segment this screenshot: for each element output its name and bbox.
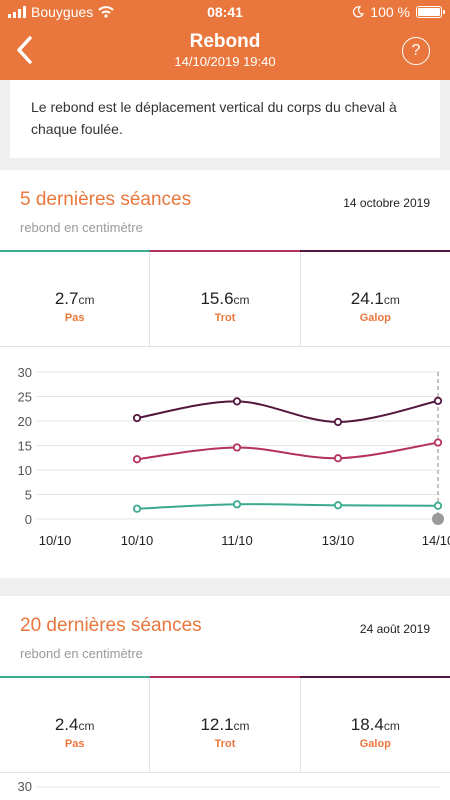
- data-point: [132, 413, 142, 423]
- x-tick-label: 13/10: [322, 533, 355, 548]
- data-point: [333, 454, 343, 463]
- y-tick-label: 5: [25, 488, 32, 503]
- color-divider: [0, 250, 450, 252]
- help-button[interactable]: ?: [402, 37, 430, 65]
- page-title: Rebond: [189, 31, 261, 52]
- y-tick-label: 10: [18, 463, 32, 478]
- signal-icon: [8, 6, 26, 18]
- data-point: [433, 438, 443, 447]
- x-tick-label: 14/10: [422, 533, 450, 548]
- stat-unit: cm: [233, 719, 250, 733]
- x-tick-label: 10/10: [121, 533, 154, 548]
- moon-icon: [353, 6, 365, 18]
- y-tick-label: 30: [18, 365, 32, 380]
- rebond-chart[interactable]: 0 5 10 15 20 25 30 10/10 10/10 11/10 13/10 14/10: [0, 347, 450, 562]
- data-point: [232, 443, 242, 452]
- status-time: 08:41: [207, 4, 243, 20]
- section-title: 5 dernières séances: [20, 189, 192, 210]
- y-tick-label: 15: [18, 439, 32, 454]
- data-point: [433, 396, 443, 406]
- wifi-icon: [98, 6, 114, 18]
- data-point: [333, 501, 343, 510]
- data-point: [132, 504, 142, 513]
- section-last-20: 20 dernières séances rebond en centimètr…: [0, 596, 450, 800]
- stats-row: 2.7cm Pas 15.6cm Trot 24.1cm Galop: [0, 252, 450, 347]
- section-subtitle: rebond en centimètre: [20, 220, 143, 235]
- stat-unit: cm: [78, 293, 95, 307]
- carrier-label: Bouygues: [31, 4, 94, 20]
- section-last-5: 5 dernières séances rebond en centimètre…: [0, 170, 450, 578]
- selection-handle: [432, 513, 444, 525]
- data-point: [232, 397, 242, 406]
- stat-value: 2.4: [54, 715, 79, 734]
- y-tick-label: 0: [25, 512, 32, 527]
- y-tick-label: 25: [18, 390, 32, 405]
- stat-label: Pas: [64, 312, 85, 324]
- stat-value: 2.7: [54, 289, 79, 308]
- description-card: Le rebond est le déplacement vertical du…: [10, 80, 440, 158]
- data-point: [333, 417, 343, 427]
- data-point: [232, 500, 242, 509]
- data-point: [433, 501, 443, 510]
- back-chevron-icon[interactable]: [10, 32, 40, 68]
- x-tick-label: 11/10: [221, 533, 253, 548]
- section-date: 14 octobre 2019: [343, 196, 430, 210]
- stat-label: Trot: [214, 312, 236, 324]
- data-point: [132, 455, 142, 464]
- stat-unit: cm: [233, 293, 250, 307]
- section-title: 20 dernières séances: [20, 615, 202, 636]
- stat-label: Trot: [214, 738, 236, 750]
- series-line-galop: [136, 399, 439, 423]
- stat-galop[interactable]: 24.1cm Galop: [301, 252, 450, 346]
- stat-value: 18.4: [350, 715, 384, 734]
- stat-label: Galop: [359, 738, 391, 750]
- stat-pas[interactable]: 2.4cm Pas: [0, 678, 151, 772]
- stat-trot[interactable]: 12.1cm Trot: [150, 678, 301, 772]
- stat-unit: cm: [78, 719, 95, 733]
- stats-row: 2.4cm Pas 12.1cm Trot 18.4cm Galop: [0, 678, 450, 773]
- page-subtitle: 14/10/2019 19:40: [174, 54, 276, 69]
- stat-label: Pas: [64, 738, 85, 750]
- color-divider: [0, 676, 450, 678]
- section-date: 24 août 2019: [359, 622, 430, 636]
- x-tick-label: 10/10: [39, 533, 72, 548]
- stat-trot[interactable]: 15.6cm Trot: [150, 252, 301, 346]
- stat-pas[interactable]: 2.7cm Pas: [0, 252, 151, 346]
- status-bar: Bouygues 08:41 100 %: [0, 3, 450, 21]
- header-bar: Bouygues 08:41 100 % Rebond 14/10/2019 1…: [0, 0, 450, 80]
- battery-icon: [416, 6, 445, 18]
- stat-unit: cm: [383, 293, 400, 307]
- stat-label: Galop: [359, 312, 391, 324]
- y-tick-label: 30: [18, 779, 32, 794]
- battery-label: 100 %: [370, 4, 410, 20]
- stat-value: 24.1: [350, 289, 384, 308]
- stat-value: 15.6: [200, 289, 234, 308]
- series-line-pas: [136, 503, 439, 510]
- second-chart-top: 30: [18, 779, 440, 794]
- stat-unit: cm: [383, 719, 400, 733]
- stat-value: 12.1: [200, 715, 234, 734]
- stat-galop[interactable]: 18.4cm Galop: [301, 678, 450, 772]
- y-tick-label: 20: [18, 414, 32, 429]
- series-line-trot: [136, 441, 439, 461]
- section-subtitle: rebond en centimètre: [20, 646, 143, 661]
